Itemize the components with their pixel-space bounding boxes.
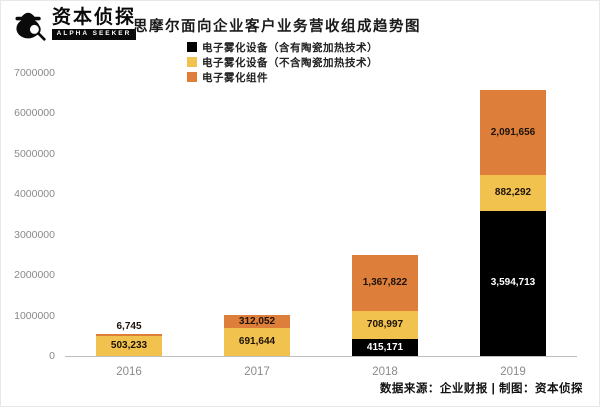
plot-area: 503,233 6,745 2016 691,644 312,052 2017 415,17… <box>65 73 577 378</box>
bar-value-label: 2,091,656 <box>490 126 536 138</box>
y-tick-label: 2000000 <box>14 269 55 282</box>
bar-segment: 691,644 <box>224 328 290 356</box>
y-tick-label: 3000000 <box>14 228 55 241</box>
bar-segment: 2,091,656 <box>480 90 546 176</box>
legend-label: 电子雾化设备（不含陶瓷加热技术） <box>202 56 378 69</box>
bar-value-label: 3,594,713 <box>490 277 536 289</box>
legend-item: 电子雾化设备（含有陶瓷加热技术） <box>187 41 378 54</box>
y-tick-label: 1000000 <box>14 309 55 322</box>
brand-text: 资本侦探 ALPHA SEEKER <box>52 7 137 40</box>
bar-value-label: 691,644 <box>238 336 276 348</box>
bar-value-label: 503,233 <box>110 339 148 351</box>
source-note: 数据来源：企业财报 | 制图：资本侦探 <box>379 383 583 395</box>
y-tick-label: 6000000 <box>14 107 55 120</box>
bar-value-label: 882,292 <box>494 186 532 198</box>
x-category-label: 2018 <box>372 366 398 378</box>
legend-label: 电子雾化组件 <box>202 71 268 84</box>
brand-tagline: ALPHA SEEKER <box>52 29 137 40</box>
bar-segment: 312,052 <box>224 315 290 329</box>
legend-swatch <box>187 57 197 67</box>
x-category-label: 2019 <box>500 366 526 378</box>
brand-logo: 资本侦探 ALPHA SEEKER <box>11 6 137 42</box>
chart-legend: 电子雾化设备（含有陶瓷加热技术） 电子雾化设备（不含陶瓷加热技术） 电子雾化组件 <box>187 41 378 84</box>
legend-item: 电子雾化组件 <box>187 71 378 84</box>
bar-segment: 415,171 <box>352 339 418 356</box>
bar-value-label: 1,367,822 <box>362 276 408 288</box>
bar-segment: 503,233 <box>96 335 162 356</box>
bar-segment: 3,594,713 <box>480 210 546 356</box>
bar-segment: 1,367,822 <box>352 255 418 311</box>
x-category-label: 2016 <box>116 366 142 378</box>
bar-value-label: 312,052 <box>238 315 276 327</box>
brand-name: 资本侦探 <box>52 7 137 29</box>
legend-swatch <box>187 72 197 82</box>
bar-value-label: 415,171 <box>366 341 404 353</box>
y-axis: 0 1000000 2000000 3000000 4000000 5000000 6000… <box>1 67 59 362</box>
bar-value-label: 6,745 <box>116 321 142 333</box>
bar-segment <box>96 334 162 336</box>
y-tick-label: 5000000 <box>14 147 55 160</box>
y-tick-label: 4000000 <box>14 188 55 201</box>
bar-segment: 708,997 <box>352 310 418 340</box>
bar-segment: 882,292 <box>480 175 546 211</box>
legend-label: 电子雾化设备（含有陶瓷加热技术） <box>202 41 378 54</box>
page-title: 思摩尔面向企业客户业务营收组成趋势图 <box>133 19 421 35</box>
legend-swatch <box>187 42 197 52</box>
bar-value-label: 708,997 <box>366 318 404 330</box>
y-tick-label: 7000000 <box>14 67 55 79</box>
x-category-label: 2017 <box>244 366 270 378</box>
legend-item: 电子雾化设备（不含陶瓷加热技术） <box>187 56 378 69</box>
y-tick-label: 0 <box>49 350 55 362</box>
detective-icon <box>15 12 46 41</box>
